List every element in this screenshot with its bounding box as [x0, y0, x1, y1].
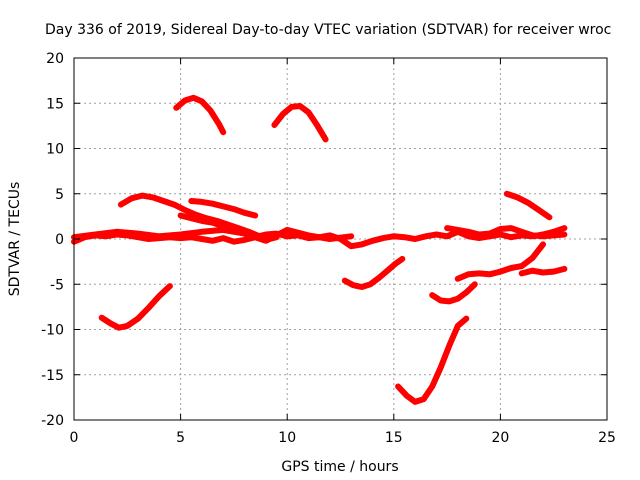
series-line-s7 [271, 103, 329, 143]
series-line-s4 [177, 212, 280, 243]
x-tick-label: 25 [598, 430, 616, 446]
y-tick-label: 15 [46, 96, 64, 112]
x-tick-label: 5 [176, 430, 185, 446]
x-tick-label: 15 [385, 430, 403, 446]
series-line-s10 [395, 315, 470, 405]
series-group [71, 94, 568, 405]
series-line-s3 [117, 192, 269, 242]
y-tick-label: 0 [55, 232, 64, 248]
series-line-s12 [454, 241, 546, 282]
x-tick-label: 10 [278, 430, 296, 446]
y-tick-label: 20 [46, 51, 64, 67]
series-line-s11 [429, 281, 478, 305]
series-line-s9 [341, 255, 406, 290]
y-tick-label: -10 [41, 323, 64, 339]
y-tick-label: -20 [41, 413, 64, 429]
series-line-s5 [188, 198, 259, 219]
series-line-s8 [98, 283, 173, 331]
series-line-s15 [444, 225, 568, 240]
series-line-s14 [518, 265, 568, 277]
y-tick-label: 10 [46, 142, 64, 158]
series-line-s6 [173, 94, 227, 136]
axis-ticks: 0 5 10 15 20 25 -20 -15 -10 -5 0 5 10 15 20 [41, 51, 616, 446]
x-tick-label: 20 [491, 430, 509, 446]
x-axis-label: GPS time / hours [281, 459, 398, 475]
chart-title: Day 336 of 2019, Sidereal Day-to-day VTE… [45, 22, 611, 38]
y-axis-label: SDTVAR / TECUs [7, 182, 23, 297]
series-line-s2 [71, 226, 355, 244]
series-line-s13 [503, 190, 553, 221]
y-tick-label: -5 [50, 277, 64, 293]
y-tick-label: 5 [55, 187, 64, 203]
y-tick-label: -15 [41, 368, 64, 384]
x-tick-label: 0 [70, 430, 79, 446]
